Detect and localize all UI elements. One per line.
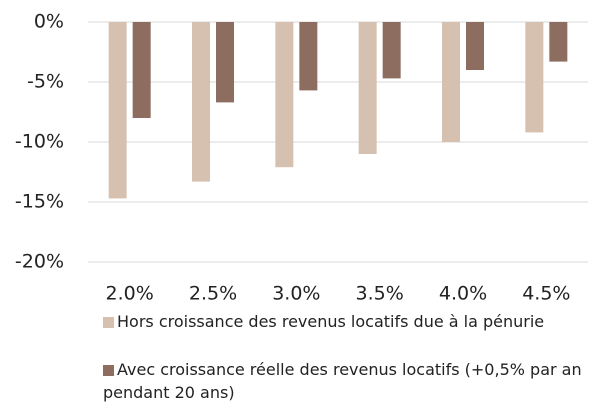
y-tick-label: -10% xyxy=(15,131,64,153)
bar xyxy=(442,22,460,142)
x-tick-label: 4.0% xyxy=(439,283,487,305)
chart: 0% -5% -10% -15% -20% 2.0% 2.5% 3.0% 3.5% 4.0% 4.5… xyxy=(15,11,588,305)
bar xyxy=(525,22,544,133)
legend-item: Hors croissance des revenus locatifs due… xyxy=(103,310,608,333)
x-tick-label: 2.5% xyxy=(189,283,237,305)
legend-label: Avec croissance réelle des revenus locat… xyxy=(103,360,582,402)
bar xyxy=(192,22,210,182)
bar xyxy=(358,22,377,154)
y-tick-label: -15% xyxy=(15,191,64,213)
bar xyxy=(466,22,484,70)
bar xyxy=(275,22,294,168)
bar xyxy=(299,22,318,91)
x-tick-label: 4.5% xyxy=(522,283,570,305)
legend-item: Avec croissance réelle des revenus locat… xyxy=(103,358,608,404)
bar xyxy=(132,22,151,118)
bar xyxy=(108,22,127,199)
bar xyxy=(382,22,401,79)
y-tick-label: -5% xyxy=(27,71,64,93)
bar xyxy=(549,22,568,62)
x-tick-label: 3.0% xyxy=(272,283,320,305)
x-tick-label: 2.0% xyxy=(106,283,154,305)
x-tick-label: 3.5% xyxy=(356,283,404,305)
legend-swatch xyxy=(103,317,114,328)
y-tick-label: 0% xyxy=(34,11,64,33)
legend-swatch xyxy=(103,365,114,376)
legend-label: Hors croissance des revenus locatifs due… xyxy=(117,312,545,331)
bar xyxy=(216,22,234,103)
y-tick-label: -20% xyxy=(15,251,64,273)
